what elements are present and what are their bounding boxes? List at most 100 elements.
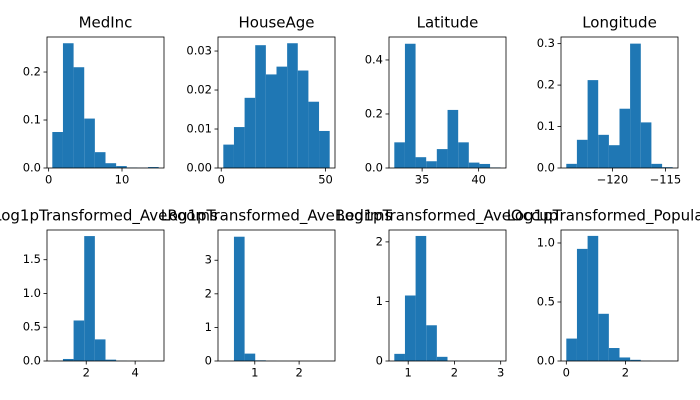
axes-frame xyxy=(560,229,679,362)
y-tick-label: 0 xyxy=(376,354,383,368)
bar xyxy=(116,166,127,168)
bar xyxy=(233,236,245,361)
x-tick-label: 1 xyxy=(405,366,412,380)
bar xyxy=(608,145,620,168)
bar xyxy=(426,161,437,168)
bar xyxy=(319,130,330,168)
bar xyxy=(468,162,480,168)
bar xyxy=(233,127,245,168)
y-tick-label: 1 xyxy=(205,320,212,334)
bar xyxy=(94,152,106,168)
bar xyxy=(105,163,117,168)
y-tick-label: 0.5 xyxy=(537,294,555,308)
axes-frame xyxy=(217,36,336,169)
bar xyxy=(415,235,427,361)
y-tick-label: 2 xyxy=(376,234,383,248)
x-tick-label: 4 xyxy=(131,366,138,380)
x-tick-label: 35 xyxy=(415,173,430,187)
bar xyxy=(458,142,469,168)
axes-frame xyxy=(46,36,165,169)
y-tick-label: 0.2 xyxy=(23,65,41,79)
bar xyxy=(608,348,620,361)
bar xyxy=(404,295,416,361)
x-tick-label: 2 xyxy=(295,366,302,380)
bar xyxy=(297,70,309,168)
subplot-title: Log1pTransformed_AveOccup xyxy=(337,207,559,226)
y-tick-label: 0.1 xyxy=(23,113,41,127)
bar xyxy=(73,67,85,168)
bar xyxy=(598,313,609,361)
subplot-title: MedInc xyxy=(79,14,133,32)
subplot-title: Log1pTransformed_AveRooms xyxy=(0,207,218,226)
bar xyxy=(576,139,588,168)
bar xyxy=(436,356,448,361)
bar xyxy=(394,353,405,361)
x-tick-label: 3 xyxy=(497,366,504,380)
y-tick-label: 0.02 xyxy=(186,83,212,97)
subplot-title: Log1pTransformed_Population xyxy=(507,207,700,226)
bar xyxy=(587,235,599,361)
bar xyxy=(640,122,652,168)
bar xyxy=(73,320,85,361)
bar xyxy=(223,144,234,168)
bar xyxy=(662,167,673,168)
y-tick-label: 0.4 xyxy=(365,52,383,66)
bar xyxy=(84,118,95,168)
bar xyxy=(619,357,631,361)
bar xyxy=(276,66,288,168)
x-tick-label: 2 xyxy=(622,366,629,380)
y-tick-label: 1.5 xyxy=(23,252,41,266)
bar xyxy=(415,157,427,168)
x-tick-label: −120 xyxy=(597,173,629,187)
bar xyxy=(566,338,577,361)
x-tick-label: 40 xyxy=(471,173,486,187)
x-tick-label: 2 xyxy=(83,366,90,380)
bar xyxy=(105,359,117,361)
bar xyxy=(244,97,256,168)
y-tick-label: 0.0 xyxy=(23,161,41,175)
bar xyxy=(52,132,63,168)
bar xyxy=(447,109,459,168)
subplot-title: HouseAge xyxy=(238,14,314,32)
bar xyxy=(287,43,298,168)
y-tick-label: 0.2 xyxy=(537,78,555,92)
y-tick-label: 1 xyxy=(376,294,383,308)
bar xyxy=(244,353,256,361)
y-tick-label: 1.0 xyxy=(537,235,555,249)
y-tick-label: 0.5 xyxy=(23,320,41,334)
bar xyxy=(566,163,577,168)
y-tick-label: 0.00 xyxy=(186,161,212,175)
y-tick-label: 1.0 xyxy=(23,286,41,300)
bar xyxy=(148,167,159,168)
bar xyxy=(479,163,491,168)
y-tick-label: 0.1 xyxy=(537,119,555,133)
x-tick-label: 50 xyxy=(318,173,333,187)
bar xyxy=(587,80,599,168)
subplot-title: Latitude xyxy=(417,14,479,32)
bar xyxy=(394,142,405,168)
axes-frame xyxy=(217,229,336,362)
y-tick-label: 0.0 xyxy=(365,161,383,175)
bar xyxy=(619,108,631,168)
bar xyxy=(630,359,641,361)
bar xyxy=(84,236,95,361)
y-tick-label: 2 xyxy=(205,286,212,300)
x-tick-label: 1 xyxy=(251,366,258,380)
subplot-title: Log1pTransformed_AveBedrms xyxy=(161,207,393,226)
bar xyxy=(576,248,588,361)
y-tick-label: 0.0 xyxy=(537,354,555,368)
x-tick-label: 0 xyxy=(563,366,570,380)
y-tick-label: 0.0 xyxy=(537,161,555,175)
axes-frame xyxy=(46,229,165,362)
y-tick-label: 0.2 xyxy=(365,106,383,120)
x-tick-label: 0 xyxy=(218,173,225,187)
x-tick-label: 10 xyxy=(115,173,130,187)
x-tick-label: −115 xyxy=(650,173,682,187)
y-tick-label: 3 xyxy=(205,253,212,267)
bar xyxy=(651,163,663,168)
bar xyxy=(62,43,74,168)
bar xyxy=(62,358,74,361)
bar xyxy=(630,43,641,168)
